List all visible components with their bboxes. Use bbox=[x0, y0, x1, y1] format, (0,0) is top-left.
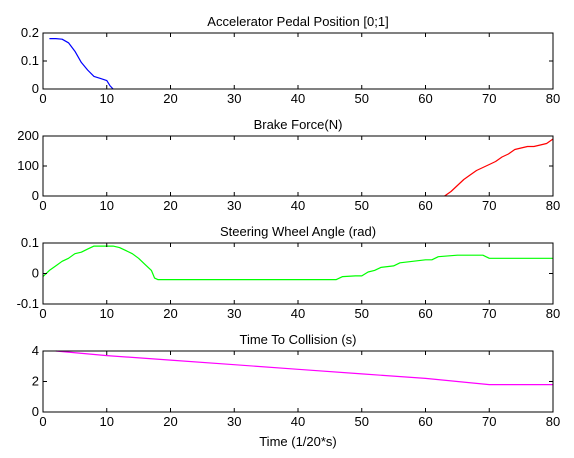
x-axis-label: Time (1/20*s) bbox=[259, 434, 337, 449]
x-tick-label: 40 bbox=[291, 198, 305, 213]
x-tick-label: 10 bbox=[100, 306, 114, 321]
x-tick-label: 80 bbox=[546, 306, 560, 321]
x-tick-label: 50 bbox=[355, 306, 369, 321]
subplot-title: Brake Force(N) bbox=[254, 117, 343, 132]
series-line bbox=[55, 350, 553, 386]
x-tick-label: 70 bbox=[482, 306, 496, 321]
y-tick-label: 0.1 bbox=[21, 53, 39, 68]
x-tick-label: 60 bbox=[418, 198, 432, 213]
subplot-title: Time To Collision (s) bbox=[239, 332, 356, 347]
x-tick-label: 60 bbox=[418, 91, 432, 106]
y-tick-label: 0 bbox=[32, 404, 39, 419]
x-tick-label: 30 bbox=[227, 306, 241, 321]
y-tick-label: 0 bbox=[32, 188, 39, 203]
x-tick-label: 60 bbox=[418, 306, 432, 321]
subplot-title: Accelerator Pedal Position [0;1] bbox=[207, 14, 388, 29]
y-tick-label: 200 bbox=[17, 128, 39, 143]
x-tick-label: 30 bbox=[227, 198, 241, 213]
x-tick-label: 0 bbox=[39, 306, 46, 321]
subplot-1: Accelerator Pedal Position [0;1] 0 10 20 30 4… bbox=[21, 14, 560, 106]
x-tick-label: 10 bbox=[100, 91, 114, 106]
x-tick-label: 0 bbox=[39, 414, 46, 429]
x-tick-label: 50 bbox=[355, 91, 369, 106]
axes-box bbox=[42, 350, 554, 413]
y-tick-label: 100 bbox=[17, 158, 39, 173]
x-tick-label: 40 bbox=[291, 306, 305, 321]
y-tick-label: 0.2 bbox=[21, 25, 39, 40]
x-tick-label: 20 bbox=[163, 306, 177, 321]
x-tick-label: 20 bbox=[163, 198, 177, 213]
subplot-title: Steering Wheel Angle (rad) bbox=[220, 224, 376, 239]
x-tick-label: 50 bbox=[355, 414, 369, 429]
x-tick-label: 80 bbox=[546, 198, 560, 213]
x-tick-label: 60 bbox=[418, 414, 432, 429]
y-tick-label: -0.1 bbox=[17, 296, 39, 311]
x-tick-label: 10 bbox=[100, 198, 114, 213]
series-line bbox=[42, 245, 553, 281]
axes-box bbox=[42, 242, 554, 305]
y-tick-label: 4 bbox=[32, 343, 39, 358]
x-tick-label: 30 bbox=[227, 91, 241, 106]
series-line bbox=[444, 138, 554, 197]
axes-box bbox=[42, 135, 554, 197]
x-tick-label: 40 bbox=[291, 414, 305, 429]
x-tick-label: 30 bbox=[227, 414, 241, 429]
x-tick-label: 80 bbox=[546, 91, 560, 106]
series-line bbox=[49, 37, 114, 90]
y-tick-label: 0 bbox=[32, 81, 39, 96]
x-tick-label: 70 bbox=[482, 91, 496, 106]
axes-box bbox=[42, 32, 554, 90]
x-tick-label: 0 bbox=[39, 198, 46, 213]
y-tick-label: 0 bbox=[32, 266, 39, 281]
y-tick-label: 0.1 bbox=[21, 235, 39, 250]
x-tick-label: 40 bbox=[291, 91, 305, 106]
x-tick-label: 20 bbox=[163, 91, 177, 106]
x-tick-label: 0 bbox=[39, 91, 46, 106]
subplot-3: Steering Wheel Angle (rad) 0 10 20 30 40 50 60 7… bbox=[17, 224, 561, 321]
x-tick-label: 10 bbox=[100, 414, 114, 429]
x-tick-label: 80 bbox=[546, 414, 560, 429]
subplot-2: Brake Force(N) 0 10 20 30 40 50 60 70 80 0 100 200 bbox=[17, 117, 560, 213]
x-tick-label: 50 bbox=[355, 198, 369, 213]
subplot-4: Time To Collision (s) 0 10 20 30 40 50 60 70 80 0 2… bbox=[32, 332, 560, 429]
y-tick-label: 2 bbox=[32, 374, 39, 389]
x-tick-label: 70 bbox=[482, 414, 496, 429]
x-tick-label: 70 bbox=[482, 198, 496, 213]
x-tick-label: 20 bbox=[163, 414, 177, 429]
